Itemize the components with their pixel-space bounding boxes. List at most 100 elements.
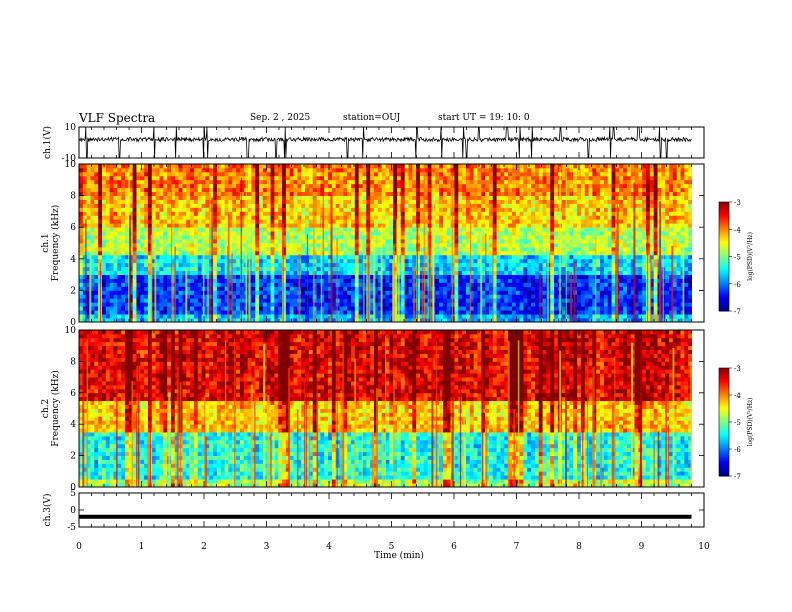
- spectrogram-cell: [542, 250, 547, 256]
- spectrogram-cell: [170, 179, 176, 185]
- spectrogram-cell: [308, 231, 314, 236]
- spectrogram-cell: [121, 266, 126, 272]
- spectrogram-cell: [381, 298, 386, 303]
- spectrogram-cell: [389, 250, 394, 256]
- spectrogram-cell: [412, 179, 417, 185]
- spectrogram-cell: [439, 195, 444, 200]
- spectrogram-cell: [174, 175, 180, 181]
- spectrogram-cell: [550, 282, 555, 287]
- spectrogram-cell: [144, 231, 149, 236]
- spectrogram-cell: [504, 318, 509, 322]
- spectrogram-cell: [400, 191, 406, 196]
- spectrogram-cell: [182, 270, 187, 275]
- spectrogram-cell: [86, 195, 91, 200]
- spectrogram-cell: [285, 167, 291, 173]
- spectrogram-cell: [354, 246, 360, 252]
- spectrogram-cell: [377, 199, 383, 204]
- spectrogram-cell: [285, 207, 291, 212]
- spectrogram-cell: [98, 179, 103, 185]
- spectrogram-cell: [197, 306, 202, 311]
- spectrogram-cell: [186, 187, 191, 193]
- spectrogram-cell: [82, 239, 88, 244]
- spectrogram-cell: [465, 286, 471, 291]
- spectrogram-cell: [113, 167, 118, 173]
- spectrogram-cell: [473, 314, 478, 319]
- spectrogram-cell: [140, 302, 145, 307]
- spectrogram-cell: [259, 266, 264, 272]
- spectrogram-cell: [251, 207, 256, 212]
- spectrogram-cell: [377, 219, 383, 224]
- spectrogram-cell: [144, 203, 149, 208]
- spectrogram-cell: [354, 274, 360, 279]
- spectrogram-cell: [144, 164, 149, 169]
- spectrogram-cell: [209, 167, 214, 173]
- spectrogram-cell: [442, 246, 448, 252]
- spectrogram-cell: [404, 278, 409, 283]
- spectrogram-cell: [488, 246, 494, 252]
- spectrogram-cell: [197, 231, 202, 236]
- spectrogram-cell: [209, 179, 214, 185]
- spectrogram-cell: [469, 306, 475, 311]
- spectrogram-cell: [243, 164, 248, 169]
- spectrogram-cell: [485, 282, 490, 287]
- spectrogram-cell: [400, 187, 406, 193]
- spectrogram-cell: [262, 203, 268, 208]
- spectrogram-cell: [193, 270, 199, 275]
- spectrogram-cell: [446, 254, 452, 260]
- spectrogram-cell: [197, 274, 202, 279]
- spectrogram-cell: [86, 266, 91, 272]
- spectrogram-cell: [124, 310, 130, 315]
- spectrogram-cell: [320, 211, 325, 216]
- spectrogram-cell: [132, 203, 137, 208]
- spectrogram-cell: [550, 227, 555, 232]
- spectrogram-cell: [213, 207, 218, 212]
- spectrogram-cell: [124, 246, 130, 252]
- spectrogram-cell: [519, 262, 524, 268]
- spectrogram-cell: [236, 318, 241, 322]
- spectrogram-cell: [374, 187, 379, 193]
- spectrogram-cell: [504, 175, 509, 181]
- spectrogram-cell: [170, 195, 176, 200]
- spectrogram-cell: [121, 306, 126, 311]
- spectrogram-cell: [90, 207, 95, 212]
- spectrogram-cell: [163, 318, 168, 322]
- spectrogram-cell: [285, 179, 291, 185]
- spectrogram-cell: [205, 223, 210, 228]
- spectrogram-cell: [205, 203, 210, 208]
- spectrogram-cell: [477, 167, 482, 173]
- spectrogram-cell: [354, 199, 360, 204]
- spectrogram-cell: [335, 258, 340, 264]
- spectrogram-cell: [362, 239, 367, 244]
- spectrogram-cell: [469, 199, 475, 204]
- spectrogram-cell: [220, 258, 225, 264]
- spectrogram-cell: [542, 187, 547, 193]
- spectrogram-cell: [542, 215, 547, 220]
- spectrogram-cell: [259, 278, 264, 283]
- spectrogram-cell: [193, 243, 199, 248]
- spectrogram-cell: [109, 258, 114, 264]
- spectrogram-cell: [274, 294, 279, 299]
- spectrogram-cell: [354, 258, 360, 264]
- spectrogram-cell: [419, 219, 425, 224]
- spectrogram-cell: [500, 290, 505, 295]
- spectrogram-cell: [408, 231, 413, 236]
- spectrogram-cell: [259, 223, 264, 228]
- spectrogram-cell: [454, 282, 459, 287]
- spectrogram-cell: [519, 223, 524, 228]
- spectrogram-cell: [385, 310, 390, 315]
- spectrogram-cell: [531, 164, 536, 169]
- spectrogram-cell: [124, 298, 130, 303]
- spectrogram-cell: [121, 199, 126, 204]
- spectrogram-cell: [144, 207, 149, 212]
- spectrogram-cell: [508, 306, 513, 311]
- spectrogram-cell: [442, 187, 448, 193]
- spectrogram-cell: [132, 179, 137, 185]
- spectrogram-cell: [255, 318, 260, 322]
- spectrogram-cell: [278, 246, 283, 252]
- spectrogram-cell: [351, 191, 356, 196]
- spectrogram-cell: [147, 243, 153, 248]
- spectrogram-cell: [94, 167, 99, 173]
- spectrogram-cell: [94, 187, 99, 193]
- spectrogram-cell: [289, 246, 294, 252]
- spectrogram-cell: [305, 179, 310, 185]
